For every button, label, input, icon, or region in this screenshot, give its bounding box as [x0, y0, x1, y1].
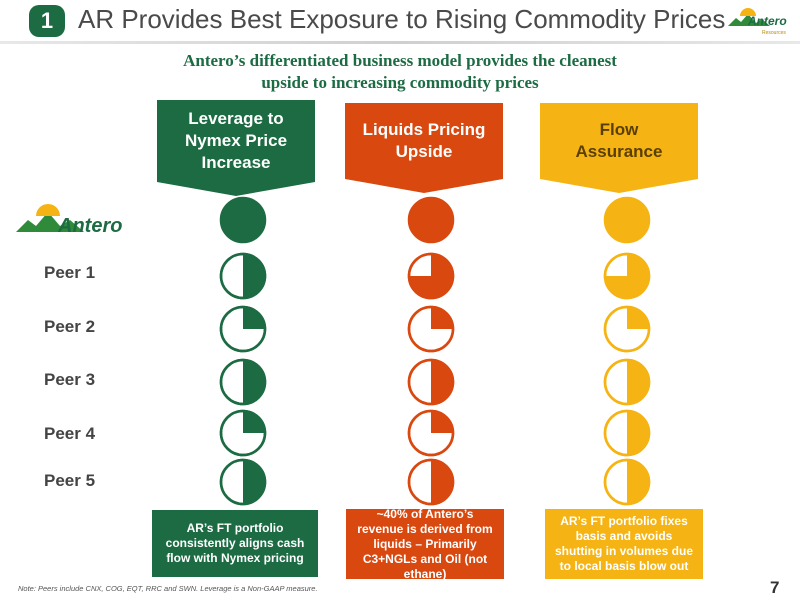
section-number-badge: 1: [29, 5, 65, 37]
row-label-peer-2: Peer 2: [44, 317, 96, 336]
logo-small-subtext: Resources: [762, 30, 786, 36]
footnote: Note: Peers include CNX, COG, EQT, RRC a…: [18, 584, 318, 593]
column-header-leverage-line-3: Increase: [201, 153, 271, 172]
logo-small-text: Antero: [747, 14, 787, 28]
harvey-ball-peer-2-col-1: [219, 305, 267, 353]
harvey-ball-peer-1-col-2: [407, 252, 455, 300]
row-label-peer-4: Peer 4: [44, 424, 96, 443]
column-header-liquids-arrow: [345, 179, 503, 193]
column-header-liquids: Liquids Pricing Upside: [345, 103, 503, 179]
footer-box-liquids: ~40% of Antero’s revenue is derived from…: [346, 506, 504, 581]
harvey-ball-peer-3-col-3: [603, 358, 651, 406]
harvey-ball-peer-2-col-3: [603, 305, 651, 353]
harvey-ball-peer-5-col-1: [219, 458, 267, 506]
antero-logo-text: Antero: [57, 215, 122, 237]
harvey-ball-peer-4-col-1: [219, 409, 267, 457]
column-header-leverage: Leverage to Nymex Price Increase: [157, 100, 315, 182]
subtitle-line-2: upside to increasing commodity prices: [261, 73, 539, 92]
harvey-ball-peer-4-col-3: [603, 409, 651, 457]
footer-text-liquids: ~40% of Antero’s revenue is derived from…: [357, 506, 493, 581]
row-label-peer-3: Peer 3: [44, 370, 96, 389]
harvey-ball-peer-5-col-2: [407, 458, 455, 506]
harvey-ball-peer-5-col-3: [603, 458, 651, 506]
slide-header: 1 AR Provides Best Exposure to Rising Co…: [0, 0, 800, 42]
footer-text-flow: AR’s FT portfolio fixes basis and avoids…: [554, 514, 693, 573]
header-divider: [0, 41, 800, 44]
page-number: 7: [770, 578, 780, 597]
column-header-flow: Flow Assurance: [540, 103, 698, 179]
harvey-ball-peer-3-col-2: [407, 358, 455, 406]
harvey-ball-antero-col-1: [219, 196, 267, 244]
footer-box-leverage: AR’s FT portfolio consistently aligns ca…: [152, 510, 318, 577]
harvey-ball-antero-col-3: [603, 196, 651, 244]
column-header-flow-line-2: Assurance: [575, 142, 663, 161]
column-header-leverage-line-1: Leverage to: [188, 109, 284, 128]
subtitle-line-1: Antero’s differentiated business model p…: [183, 51, 617, 70]
antero-logo-icon: Antero: [16, 204, 122, 237]
footer-box-flow: AR’s FT portfolio fixes basis and avoids…: [545, 509, 703, 579]
row-label-peer-5: Peer 5: [44, 471, 96, 490]
harvey-ball-peer-3-col-1: [219, 358, 267, 406]
slide-title: AR Provides Best Exposure to Rising Comm…: [78, 4, 726, 34]
column-header-flow-line-1: Flow: [599, 120, 639, 139]
antero-logo-small-icon: Antero Resources: [728, 8, 787, 36]
harvey-ball-peer-1-col-1: [219, 252, 267, 300]
column-header-flow-arrow: [540, 179, 698, 193]
row-label-peer-1: Peer 1: [44, 263, 96, 282]
column-header-leverage-line-2: Nymex Price: [184, 131, 288, 150]
harvey-ball-antero-col-2: [407, 196, 455, 244]
column-header-liquids-line-1: Liquids Pricing: [362, 120, 486, 139]
column-header-liquids-line-2: Upside: [395, 142, 453, 161]
harvey-ball-peer-4-col-2: [407, 409, 455, 457]
harvey-ball-peer-1-col-3: [603, 252, 651, 300]
column-header-leverage-arrow: [157, 182, 315, 196]
harvey-ball-peer-2-col-2: [407, 305, 455, 353]
slide-subtitle: Antero’s differentiated business model p…: [120, 50, 680, 94]
footer-text-leverage: AR’s FT portfolio consistently aligns ca…: [165, 521, 305, 565]
